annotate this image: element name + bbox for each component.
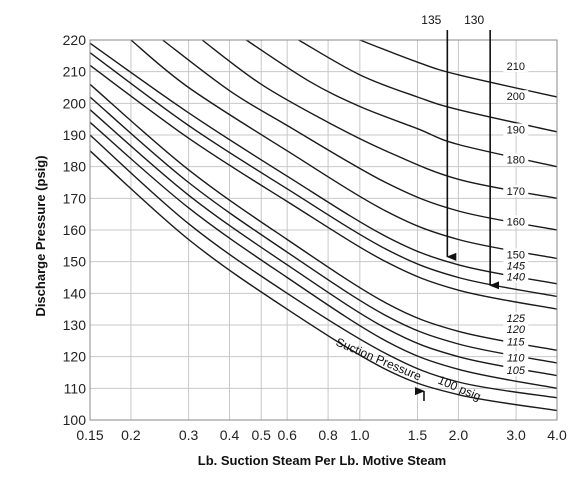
curve-180 [201, 39, 558, 200]
curve-label-bg [503, 364, 529, 377]
y-tick-label: 190 [63, 127, 87, 143]
curve-label-bg [503, 215, 529, 228]
curve-145 [89, 52, 558, 298]
curve-105 [89, 134, 558, 399]
x-tick-label: 0.8 [318, 427, 338, 443]
curve-140 [89, 64, 558, 310]
x-tick-label: 4.0 [547, 427, 567, 443]
curve-label-bg [503, 322, 529, 335]
curve-label-bg [503, 351, 529, 364]
y-tick-label: 100 [63, 412, 87, 428]
suction-pressure-curves [89, 39, 558, 412]
curve-label-160: 160 [507, 216, 525, 228]
x-tick-label: 1.0 [350, 427, 370, 443]
curve-label-bg [503, 270, 529, 283]
y-tick-label: 130 [63, 317, 87, 333]
y-tick-label: 220 [63, 32, 87, 48]
x-tick-label: 2.0 [449, 427, 469, 443]
y-tick-label: 110 [64, 380, 87, 396]
curve-label-145: 145 [507, 261, 526, 273]
curve-label-150: 150 [507, 250, 525, 262]
curve-label-bg [503, 311, 529, 324]
curve-110 [89, 121, 558, 390]
y-tick-label: 160 [63, 222, 87, 238]
curve-label-125: 125 [507, 313, 526, 325]
curve-210 [359, 39, 558, 98]
curve-label-bg [503, 248, 529, 261]
x-tick-label: 0.2 [121, 427, 141, 443]
x-tick-label: 0.3 [179, 427, 199, 443]
y-tick-label: 180 [63, 159, 87, 175]
curve-label-190: 190 [507, 124, 525, 136]
y-tick-label: 200 [63, 95, 87, 111]
curve-label-bg [503, 123, 529, 136]
x-tick-label: 1.5 [408, 427, 428, 443]
curve-label-bg [503, 90, 529, 103]
y-tick-label: 140 [63, 285, 87, 301]
curve-label-120: 120 [507, 324, 526, 336]
y-tick-label: 210 [63, 64, 87, 80]
curve-label-bg [503, 259, 529, 272]
x-tick-label: 3.0 [506, 427, 526, 443]
x-tick-label: 0.15 [76, 427, 103, 443]
x-axis-title: Lb. Suction Steam Per Lb. Motive Steam [198, 453, 447, 468]
curve-150 [89, 42, 558, 285]
y-axis-title: Discharge Pressure (psig) [33, 155, 48, 316]
curve-190 [245, 39, 558, 168]
curve-label-bg [503, 153, 529, 166]
y-tick-label: 120 [63, 349, 87, 365]
curve-115 [89, 109, 558, 377]
curve-label-110: 110 [507, 352, 525, 364]
x-tick-label: 0.4 [220, 427, 240, 443]
curve-125 [89, 83, 558, 352]
curve-label-115: 115 [507, 337, 525, 349]
curve-120 [89, 96, 558, 364]
curve-label-105: 105 [507, 365, 526, 377]
curve-100 [89, 150, 558, 412]
curve-label-140: 140 [507, 272, 526, 284]
x-tick-label: 0.5 [252, 427, 272, 443]
suction-100-label: 100 psig [436, 373, 483, 404]
arrow-label-130: 130 [464, 13, 484, 27]
axes: 0.15 0.2 0.3 0.4 0.5 0.6 0.8 1.0 1.5 2.0 3.0 4.0 100… [63, 32, 567, 443]
suction-pressure-label: Suction Pressure [334, 335, 424, 384]
curve-label-bg [503, 60, 529, 73]
y-tick-label: 170 [63, 190, 87, 206]
plot-frame [89, 39, 558, 421]
y-tick-label: 150 [63, 254, 87, 270]
curve-160 [130, 39, 558, 260]
x-tick-label: 0.6 [277, 427, 297, 443]
curve-label-bg [503, 335, 529, 348]
curve-label-200: 200 [507, 91, 525, 103]
curve-label-bg [503, 185, 529, 198]
curve-170 [162, 39, 558, 231]
curve-label-210: 210 [507, 61, 525, 73]
curve-200 [298, 39, 558, 133]
arrow-label-135: 135 [421, 13, 441, 27]
curve-label-170: 170 [507, 186, 525, 198]
curve-label-180: 180 [507, 155, 525, 167]
